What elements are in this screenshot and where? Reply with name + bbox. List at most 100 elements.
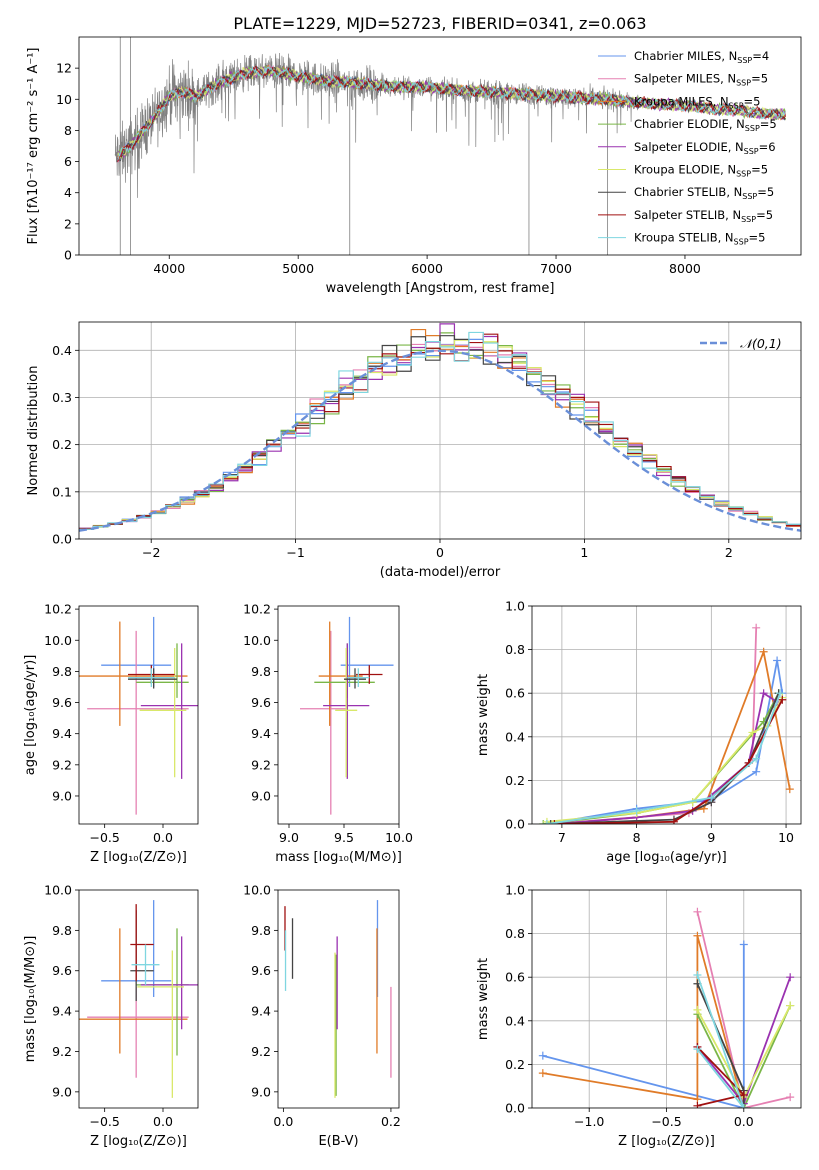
weight-marker: [776, 689, 785, 698]
weight-marker: [748, 728, 757, 737]
plot-area: [532, 606, 801, 824]
legend-label: Kroupa MILES, NSSP=5: [634, 94, 760, 110]
y-tick-label: 0.0: [52, 532, 72, 547]
y-tick-label: 9.4: [52, 726, 72, 741]
y-tick-label: 9.8: [251, 664, 271, 679]
weight-line: [696, 1005, 792, 1108]
legend-label: Salpeter STELIB, NSSP=5: [634, 208, 773, 224]
y-tick-label: 9.2: [251, 1044, 271, 1059]
y-tick-label: 0.3: [52, 390, 72, 405]
x-tick-label: 0.0: [273, 1114, 293, 1129]
panel-age_vs_Z: −0.5 0.0 9.0 9.2 9.4 9.6 9.8 10.0 10.2 Z [log₁₀(Z…: [23, 602, 199, 865]
y-tick-label: 10.0: [44, 883, 72, 898]
axes-frame: [531, 889, 802, 1109]
axes-frame: [78, 605, 199, 825]
y-tick-label: 9.6: [251, 963, 271, 978]
x-tick-label: 9.0: [279, 830, 299, 845]
weight-marker: [739, 1104, 748, 1108]
y-tick-label: 9.4: [251, 1004, 271, 1019]
panel-mass_weight_vs_Z: −1.0 −0.5 0.0 0.0 0.2 0.4 0.6 0.8 1.0 Z [log₁₀(Z/…: [476, 883, 802, 1149]
y-tick-label: 0.4: [505, 1013, 525, 1028]
y-tick-label: 0.2: [52, 437, 72, 452]
y-tick-label: 0.8: [505, 642, 525, 657]
y-tick-label: 10.0: [243, 883, 271, 898]
y-tick-label: 9.6: [251, 695, 271, 710]
y-tick-label: 0.1: [52, 484, 72, 499]
model-spectrum-kroupa-stelib: [117, 66, 786, 160]
y-tick-label: 10.2: [44, 602, 72, 617]
y-tick-label: 9.0: [251, 1084, 271, 1099]
x-tick-label: 0.0: [153, 830, 173, 845]
legend-label: Salpeter ELODIE, NSSP=6: [634, 140, 776, 156]
y-tick-label: 4: [64, 185, 72, 200]
x-axis-label: mass [log₁₀(M/M⊙)]: [275, 850, 402, 865]
x-tick-label: 0.0: [734, 1114, 754, 1129]
y-tick-label: 9.2: [251, 757, 271, 772]
x-tick-label: −2: [142, 545, 160, 560]
x-tick-label: −0.5: [89, 1114, 119, 1129]
y-tick-label: 0: [64, 248, 72, 263]
y-tick-label: 9.0: [251, 788, 271, 803]
x-tick-label: 9.5: [334, 830, 354, 845]
y-axis-label: Flux [fλ10⁻¹⁷ erg cm⁻² s⁻¹ A⁻¹]: [26, 48, 41, 245]
y-tick-label: 0.2: [505, 1057, 525, 1072]
weight-marker: [538, 1069, 547, 1078]
weight-marker: [632, 806, 641, 815]
weight-marker: [786, 973, 795, 982]
weight-marker: [693, 931, 702, 940]
legend-label: Chabrier ELODIE, NSSP=5: [634, 117, 777, 133]
weight-marker: [669, 817, 678, 824]
y-tick-label: 9.2: [52, 1044, 72, 1059]
y-tick-label: 0.0: [505, 817, 525, 832]
y-tick-label: 10.0: [44, 633, 72, 648]
weight-marker: [752, 754, 761, 763]
legend-label: Chabrier MILES, NSSP=4: [634, 49, 769, 65]
weight-marker: [785, 785, 794, 794]
y-tick-label: 9.8: [52, 664, 72, 679]
y-tick-label: 0.6: [505, 686, 525, 701]
x-axis-label: E(B-V): [318, 1134, 358, 1149]
weight-marker: [773, 656, 782, 665]
y-tick-label: 2: [64, 216, 72, 231]
x-tick-label: 0.0: [153, 1114, 173, 1129]
weight-marker: [739, 940, 748, 949]
x-axis-label: Z [log₁₀(Z/Z⊙)]: [618, 1134, 715, 1149]
weight-marker: [786, 1093, 795, 1102]
y-tick-label: 6: [64, 154, 72, 169]
axes-frame: [277, 889, 400, 1109]
x-tick-label: 9: [707, 830, 715, 845]
x-tick-label: 10: [778, 830, 794, 845]
x-axis-label: wavelength [Angstrom, rest frame]: [326, 281, 555, 296]
y-axis-label: mass [log₁₀(M/M⊙)]: [23, 936, 38, 1063]
x-tick-label: 10.0: [385, 830, 413, 845]
panel-mass_weight_vs_age: 7 8 9 10 0.0 0.2 0.4 0.6 0.8 1.0 age [log₁₀(age/yr…: [476, 599, 802, 865]
x-tick-label: 2: [725, 545, 733, 560]
x-tick-label: 0: [436, 545, 444, 560]
y-tick-label: 9.8: [52, 923, 72, 938]
weight-marker: [707, 793, 716, 802]
y-tick-label: 9.6: [52, 963, 72, 978]
legend-label: Salpeter MILES, NSSP=5: [634, 72, 768, 88]
plot-area: [284, 900, 392, 1098]
y-tick-label: 12: [56, 61, 72, 76]
y-tick-label: 0.0: [505, 1101, 525, 1116]
axes-frame: [78, 889, 199, 1109]
axes-frame: [78, 36, 802, 256]
legend-label: Kroupa ELODIE, NSSP=5: [634, 163, 768, 179]
x-tick-label: 7000: [540, 261, 572, 276]
legend-label: Chabrier STELIB, NSSP=5: [634, 185, 774, 201]
y-tick-label: 9.6: [52, 695, 72, 710]
weight-marker: [693, 1005, 702, 1014]
y-axis-label: mass weight: [476, 674, 491, 756]
y-tick-label: 9.4: [251, 726, 271, 741]
y-tick-label: 0.4: [52, 343, 72, 358]
x-tick-label: −1: [286, 545, 304, 560]
panel-spectrum: 4000 5000 6000 7000 8000 0 2 4 6 8 10 12 wavelength …: [26, 36, 802, 296]
x-tick-label: 0.2: [381, 1114, 401, 1129]
axes-frame: [531, 605, 802, 825]
x-tick-label: 1: [580, 545, 588, 560]
y-tick-label: 9.0: [52, 788, 72, 803]
y-tick-label: 9.8: [251, 923, 271, 938]
x-tick-label: 4000: [153, 261, 185, 276]
